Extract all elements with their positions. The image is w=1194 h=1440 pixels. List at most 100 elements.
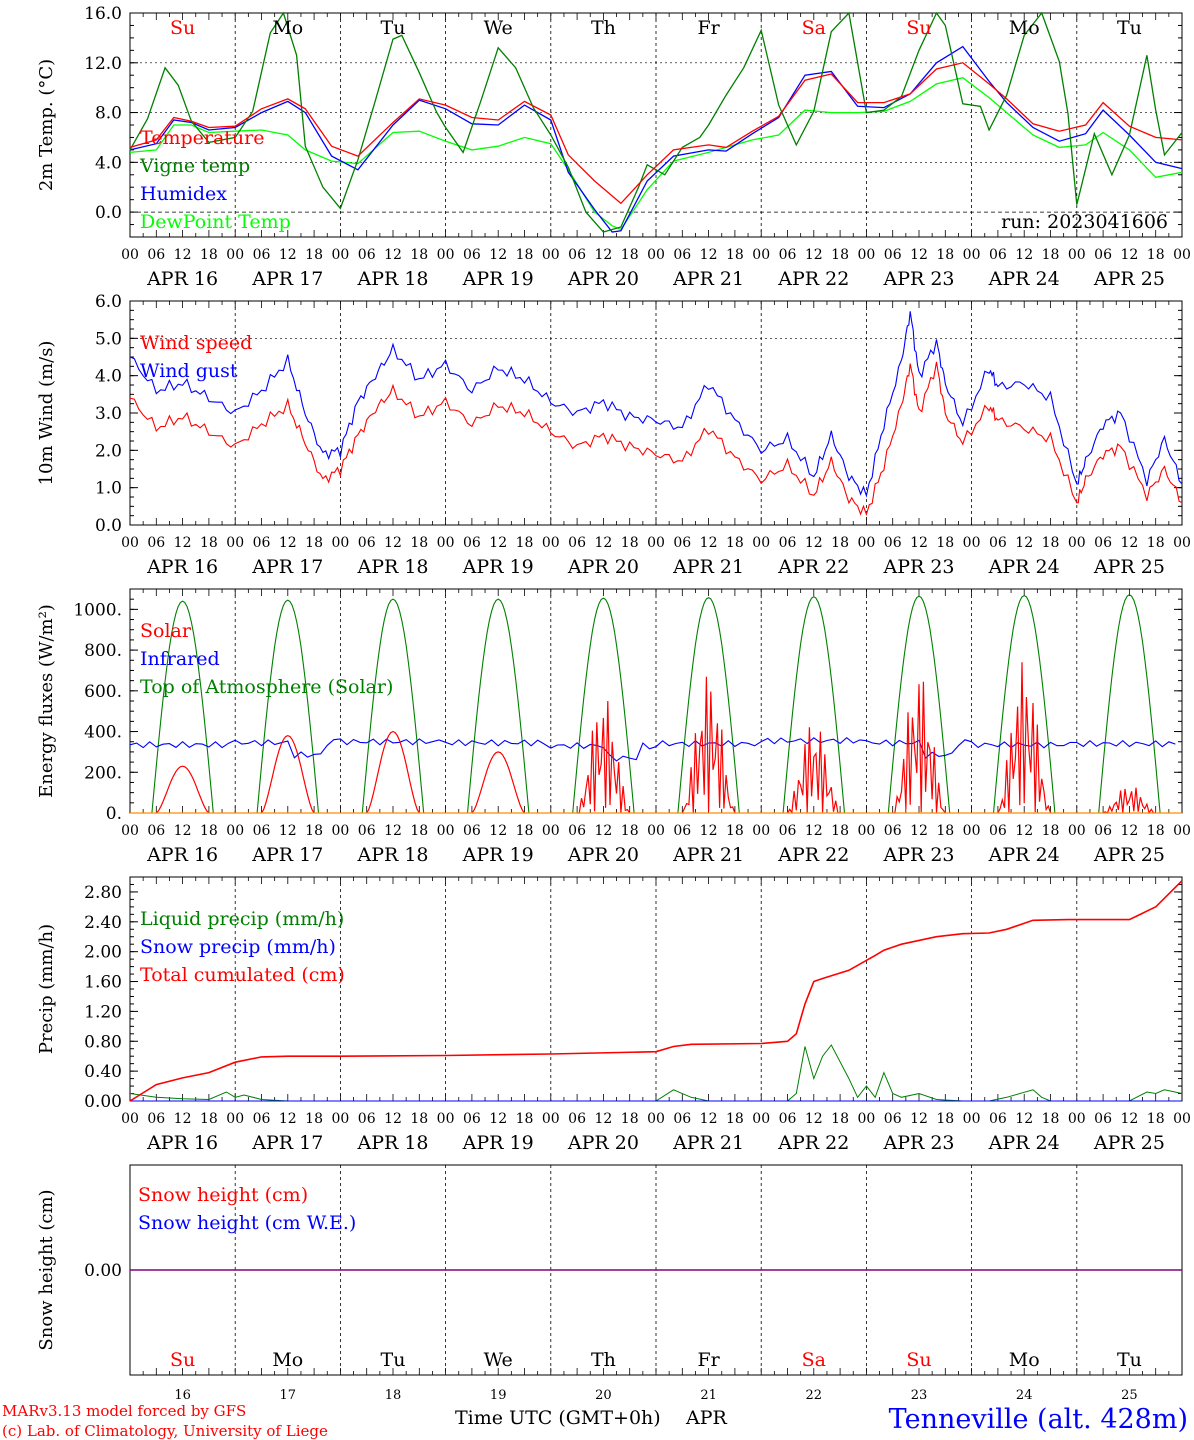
series-total-cumulated xyxy=(129,880,1183,1102)
hour-tick-label: 12 xyxy=(1015,535,1033,551)
hour-tick-label: 12 xyxy=(384,247,402,263)
hour-tick-label: 00 xyxy=(1068,247,1086,263)
hour-tick-label: 18 xyxy=(831,1111,849,1127)
hour-tick-label: 06 xyxy=(779,823,797,839)
weekday-label: Th xyxy=(591,1349,616,1371)
hour-tick-label: 06 xyxy=(884,535,902,551)
hour-tick-label: 00 xyxy=(963,1111,981,1127)
series-toa-solar xyxy=(466,598,530,814)
date-label: APR 18 xyxy=(356,844,428,866)
hour-tick-label: 18 xyxy=(936,535,954,551)
y-tick-label: 1.60 xyxy=(84,973,122,993)
hour-tick-label: 18 xyxy=(1042,247,1060,263)
date-label: APR 21 xyxy=(672,1132,744,1154)
y-axis-label: Snow height (cm) xyxy=(36,1189,57,1350)
date-label: APR 24 xyxy=(988,1132,1060,1154)
hour-tick-label: 00 xyxy=(1173,1111,1191,1127)
y-tick-label: 2.00 xyxy=(84,943,122,963)
weekday-label: Su xyxy=(170,1349,195,1371)
hour-tick-label: 18 xyxy=(516,823,534,839)
hour-tick-label: 18 xyxy=(305,247,323,263)
hour-tick-label: 06 xyxy=(253,535,271,551)
date-label: APR 22 xyxy=(777,1132,849,1154)
hour-tick-label: 06 xyxy=(147,823,165,839)
hour-tick-label: 06 xyxy=(568,247,586,263)
hour-tick-label: 00 xyxy=(226,1111,244,1127)
y-tick-label: 1.20 xyxy=(84,1002,122,1022)
y-tick-label: 1000. xyxy=(73,600,122,620)
date-label: APR 18 xyxy=(356,556,428,578)
hour-tick-label: 00 xyxy=(647,823,665,839)
hour-tick-label: 18 xyxy=(200,1111,218,1127)
date-label: APR 19 xyxy=(462,268,534,290)
hour-tick-label: 06 xyxy=(568,535,586,551)
hour-tick-label: 18 xyxy=(726,1111,744,1127)
day-number-label: 24 xyxy=(1016,1388,1033,1403)
hour-tick-label: 06 xyxy=(253,823,271,839)
hour-tick-label: 06 xyxy=(463,823,481,839)
date-label: APR 22 xyxy=(777,268,849,290)
series-toa-solar xyxy=(151,600,214,814)
hour-tick-label: 12 xyxy=(700,823,718,839)
hour-tick-label: 06 xyxy=(1094,535,1112,551)
hour-tick-label: 00 xyxy=(647,1111,665,1127)
hour-tick-label: 00 xyxy=(752,1111,770,1127)
y-tick-label: 0.80 xyxy=(84,1032,122,1052)
hour-tick-label: 18 xyxy=(726,823,744,839)
hour-tick-label: 12 xyxy=(1015,823,1033,839)
hour-tick-label: 18 xyxy=(410,823,428,839)
y-tick-label: 4.0 xyxy=(95,367,122,387)
hour-tick-label: 18 xyxy=(621,1111,639,1127)
weekday-label: Sa xyxy=(802,1349,826,1371)
hour-tick-label: 12 xyxy=(910,247,928,263)
hour-tick-label: 06 xyxy=(673,247,691,263)
series-solar xyxy=(786,727,841,815)
hour-tick-label: 06 xyxy=(989,1111,1007,1127)
footer-model: MARv3.13 model forced by GFS xyxy=(2,1402,246,1420)
hour-tick-label: 18 xyxy=(831,535,849,551)
hour-tick-label: 12 xyxy=(1120,1111,1138,1127)
hour-tick-label: 00 xyxy=(121,823,139,839)
day-number-label: 18 xyxy=(385,1388,402,1403)
y-tick-label: 3.0 xyxy=(95,404,122,424)
hour-tick-label: 06 xyxy=(673,823,691,839)
hour-tick-label: 12 xyxy=(489,823,507,839)
hour-tick-label: 00 xyxy=(226,535,244,551)
hour-tick-label: 06 xyxy=(253,1111,271,1127)
hour-tick-label: 06 xyxy=(673,1111,691,1127)
legend-temperature: Temperature xyxy=(140,127,264,149)
hour-tick-label: 00 xyxy=(542,1111,560,1127)
date-label: APR 23 xyxy=(882,268,954,290)
hour-tick-label: 06 xyxy=(358,823,376,839)
hour-tick-label: 18 xyxy=(516,247,534,263)
hour-tick-label: 00 xyxy=(1068,1111,1086,1127)
legend-snow-height-cm: Snow height (cm) xyxy=(138,1184,308,1206)
hour-tick-label: 06 xyxy=(989,535,1007,551)
series-toa-solar xyxy=(572,597,635,814)
hour-tick-label: 12 xyxy=(279,535,297,551)
y-tick-label: 2.0 xyxy=(95,441,122,461)
hour-tick-label: 06 xyxy=(147,535,165,551)
day-number-label: 21 xyxy=(700,1388,717,1403)
hour-tick-label: 18 xyxy=(1147,823,1165,839)
series-dewpoint-temp xyxy=(129,76,1183,231)
date-label: APR 25 xyxy=(1093,268,1165,290)
hour-tick-label: 00 xyxy=(542,535,560,551)
hour-tick-label: 00 xyxy=(1173,823,1191,839)
hour-tick-label: 00 xyxy=(542,247,560,263)
hour-tick-label: 18 xyxy=(621,823,639,839)
hour-tick-label: 12 xyxy=(1120,823,1138,839)
station-label: Tenneville (alt. 428m) xyxy=(889,1404,1188,1435)
hour-tick-label: 00 xyxy=(752,247,770,263)
hour-tick-label: 18 xyxy=(516,1111,534,1127)
legend-wind-gust: Wind gust xyxy=(140,360,238,382)
weekday-label: Su xyxy=(906,1349,931,1371)
hour-tick-label: 00 xyxy=(1173,535,1191,551)
hour-tick-label: 00 xyxy=(437,535,455,551)
hour-tick-label: 18 xyxy=(410,1111,428,1127)
date-label: APR 17 xyxy=(251,1132,323,1154)
date-label: APR 21 xyxy=(672,844,744,866)
date-label: APR 20 xyxy=(567,1132,639,1154)
y-axis-label: 2m Temp. (°C) xyxy=(36,59,57,191)
